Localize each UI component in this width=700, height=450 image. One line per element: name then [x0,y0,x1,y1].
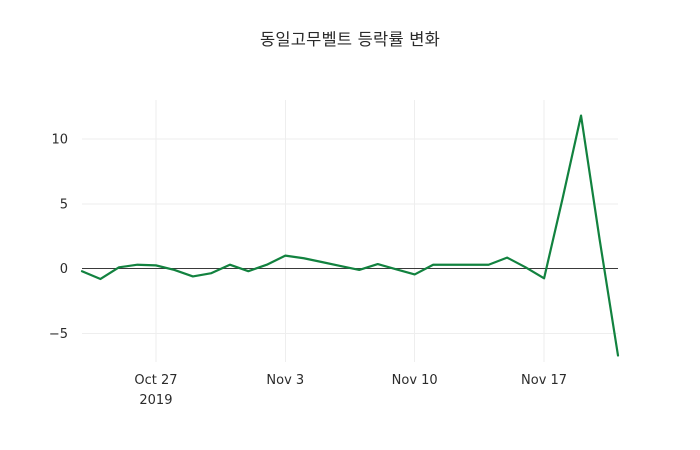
x-gridlines [155,100,545,362]
x-tick-label: Nov 3 [266,373,304,388]
data-series-line [80,114,620,357]
x-tick-label: Nov 10 [392,373,438,388]
y-tick-label: −5 [49,327,68,342]
y-tick-label: 0 [60,262,68,277]
y-tick-label: 5 [60,197,68,212]
x-tick-label: Oct 27 [134,373,177,388]
y-gridlines [82,138,618,334]
x-tick-label: Nov 17 [521,373,567,388]
x-axis-tick-labels: Oct 27 2019 Nov 3 Nov 10 Nov 17 [134,373,567,408]
y-axis-tick-labels: 10 5 0 −5 [49,132,68,342]
chart-title: 동일고무벨트 등락률 변화 [259,30,441,49]
x-tick-sublabel: 2019 [139,393,172,408]
series-line-등락률 [80,114,620,357]
y-tick-label: 10 [51,132,68,147]
